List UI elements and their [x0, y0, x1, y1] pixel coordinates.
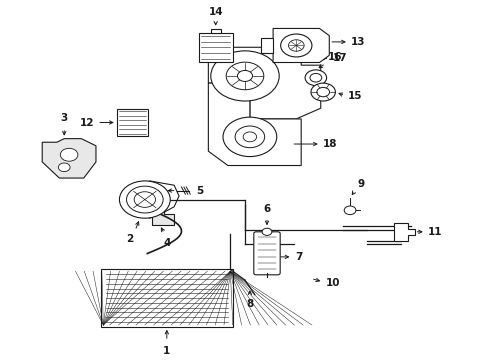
Bar — [101, 269, 233, 327]
Text: 13: 13 — [351, 37, 366, 47]
Text: 7: 7 — [295, 252, 302, 262]
Circle shape — [289, 40, 304, 51]
Bar — [117, 109, 148, 136]
FancyBboxPatch shape — [254, 232, 280, 275]
Circle shape — [60, 148, 78, 161]
Text: 14: 14 — [208, 7, 223, 17]
Text: 9: 9 — [357, 179, 365, 189]
Bar — [198, 33, 233, 62]
Polygon shape — [394, 223, 415, 241]
Circle shape — [226, 62, 264, 90]
Text: 4: 4 — [163, 238, 171, 248]
Polygon shape — [152, 207, 174, 225]
Text: 1: 1 — [163, 346, 171, 356]
Circle shape — [311, 83, 335, 101]
Text: 12: 12 — [80, 117, 95, 127]
Text: 5: 5 — [196, 186, 203, 195]
Circle shape — [281, 34, 312, 57]
Circle shape — [223, 117, 277, 157]
Text: 17: 17 — [333, 53, 347, 63]
Circle shape — [211, 51, 279, 101]
Bar — [211, 29, 220, 33]
Circle shape — [120, 181, 170, 218]
Text: 10: 10 — [326, 278, 340, 288]
Circle shape — [58, 163, 70, 172]
Circle shape — [243, 132, 257, 142]
Circle shape — [238, 71, 252, 81]
Polygon shape — [208, 83, 301, 166]
Polygon shape — [208, 47, 321, 119]
Circle shape — [344, 206, 356, 215]
Text: 11: 11 — [428, 227, 443, 237]
Text: 3: 3 — [61, 113, 68, 123]
Circle shape — [235, 126, 265, 148]
Text: 6: 6 — [263, 204, 270, 214]
Bar — [261, 38, 273, 53]
Text: 8: 8 — [246, 299, 253, 309]
Polygon shape — [42, 139, 96, 178]
Circle shape — [305, 70, 327, 86]
Text: 16: 16 — [328, 51, 343, 62]
Text: 2: 2 — [126, 234, 134, 244]
Polygon shape — [273, 28, 329, 63]
Circle shape — [317, 87, 330, 97]
Text: 18: 18 — [323, 139, 338, 149]
Circle shape — [310, 73, 322, 82]
Text: 15: 15 — [347, 91, 362, 102]
Circle shape — [262, 228, 272, 235]
